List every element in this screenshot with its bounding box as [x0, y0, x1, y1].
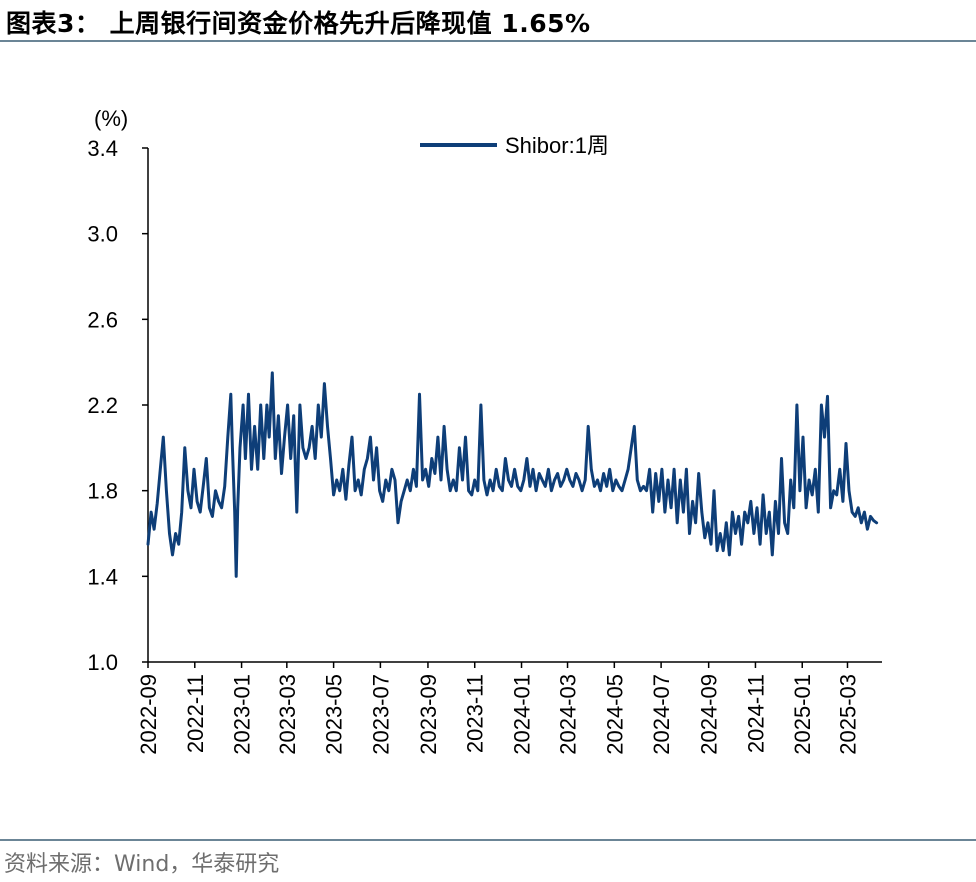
x-tick-label: 2024-03: [556, 674, 581, 755]
x-tick-label: 2024-01: [510, 674, 535, 755]
y-tick-label: 2.6: [87, 307, 118, 332]
x-tick-label: 2024-11: [743, 674, 768, 753]
x-tick-label: 2022-09: [136, 674, 161, 755]
legend-label-shibor-1w: Shibor:1周: [505, 133, 609, 158]
x-tick-label: 2023-05: [322, 674, 347, 755]
legend: Shibor:1周: [420, 133, 609, 158]
y-tick-label: 2.2: [87, 393, 118, 418]
series-line-shibor-1w: [146, 371, 879, 578]
x-tick-label: 2023-09: [416, 674, 441, 755]
y-tick-label: 1.0: [87, 650, 118, 675]
y-tick-label: 3.4: [87, 136, 118, 161]
x-tick-label: 2025-03: [835, 674, 860, 755]
x-tick-label: 2022-11: [183, 674, 208, 753]
x-tick-label: 2024-09: [697, 674, 722, 755]
line-chart: (%) Shibor:1周 1.0 1.4 1.8 2.2 2.6 3.0 3.4 2022-…: [87, 106, 882, 755]
x-tick-label: 2023-07: [368, 674, 393, 755]
x-tick-label: 2025-01: [790, 674, 815, 755]
x-tick-label: 2024-05: [602, 674, 627, 755]
y-tick-label: 1.8: [87, 479, 118, 504]
y-tick-label: 3.0: [87, 222, 118, 247]
x-tick-label: 2024-07: [649, 674, 674, 755]
source-note: 资料来源：Wind，华泰研究: [4, 852, 280, 877]
x-tick-label: 2023-11: [463, 674, 488, 753]
plot-area: [146, 371, 879, 578]
top-divider: [0, 40, 976, 42]
x-tick-label: 2023-03: [275, 674, 300, 755]
x-tick-label: 2023-01: [230, 674, 255, 755]
axes: 1.0 1.4 1.8 2.2 2.6 3.0 3.4 2022-09 2022-11 2023-…: [87, 136, 882, 755]
bottom-divider: [0, 839, 976, 841]
y-axis-unit-label: (%): [94, 106, 128, 131]
y-tick-label: 1.4: [87, 564, 118, 589]
figure-title: 图表3： 上周银行间资金价格先升后降现值 1.65%: [6, 9, 591, 38]
